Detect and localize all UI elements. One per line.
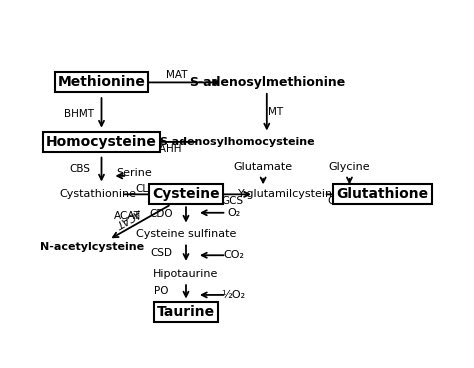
Text: MT: MT [268,107,283,117]
Text: CL: CL [136,184,148,194]
Text: CBS: CBS [70,164,91,174]
Text: SAHH: SAHH [153,144,182,154]
Text: BHMT: BHMT [64,109,94,118]
Text: CO₂: CO₂ [223,250,244,260]
Text: MAT: MAT [166,70,188,80]
Text: Cysteine: Cysteine [152,187,220,201]
Text: GCS: GCS [221,196,244,206]
Text: CSD: CSD [150,248,172,258]
Text: S-adenosylmethionine: S-adenosylmethionine [189,76,345,89]
Text: ACAT: ACAT [115,206,143,228]
Text: Glutathione: Glutathione [337,187,428,201]
Text: Cysteine sulfinate: Cysteine sulfinate [136,229,236,239]
Text: Methionine: Methionine [57,75,146,89]
Text: Cystathionine: Cystathionine [59,190,137,199]
Text: ACAT: ACAT [114,210,141,220]
Text: ½O₂: ½O₂ [222,290,246,300]
Text: PO: PO [154,286,168,296]
Text: GSS: GSS [327,196,348,206]
Text: Homocysteine: Homocysteine [46,135,157,149]
Text: O₂: O₂ [227,208,240,218]
Text: Y-glutamilcysteine: Y-glutamilcysteine [238,190,340,199]
Text: S-adenosylhomocysteine: S-adenosylhomocysteine [160,137,315,147]
Text: N-acetylcysteine: N-acetylcysteine [40,242,145,252]
Text: Hipotaurine: Hipotaurine [153,269,219,279]
Text: Glycine: Glycine [328,162,370,173]
Text: Serine: Serine [117,168,153,178]
Text: Glutamate: Glutamate [234,162,292,173]
Text: CDO: CDO [149,209,173,219]
Text: Taurine: Taurine [157,305,215,319]
